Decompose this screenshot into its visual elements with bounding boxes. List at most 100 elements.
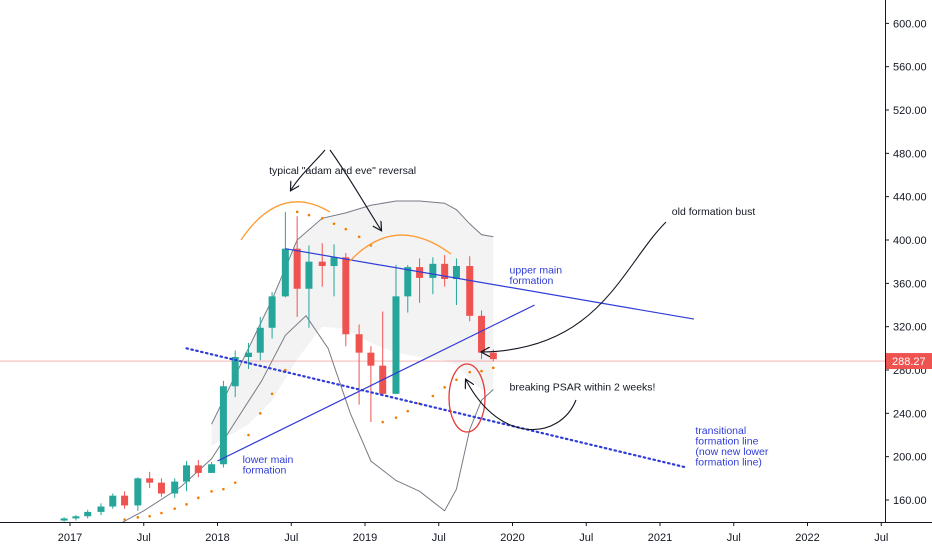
- candle[interactable]: [244, 342, 252, 369]
- trendline-lower-main[interactable]: [217, 304, 535, 462]
- candle[interactable]: [146, 471, 154, 489]
- arrow-eve: [329, 149, 381, 230]
- candle[interactable]: [452, 258, 460, 306]
- candle-body: [318, 261, 326, 267]
- candle-body: [219, 386, 227, 465]
- candle[interactable]: [342, 253, 350, 347]
- annotation-transitional: transitional formation line (now new lower…: [695, 425, 768, 469]
- psar-dot: [320, 217, 324, 220]
- candle[interactable]: [97, 503, 105, 516]
- candle[interactable]: [367, 346, 375, 423]
- candle-body: [367, 352, 375, 366]
- candle-body: [355, 334, 363, 353]
- candle-body: [157, 482, 165, 494]
- arrow-psar-break: [466, 380, 577, 430]
- y-tick-label: 160.00: [893, 495, 927, 507]
- candle[interactable]: [392, 264, 400, 394]
- candle[interactable]: [293, 216, 301, 317]
- candle[interactable]: [109, 493, 117, 509]
- psar-dot: [160, 511, 163, 515]
- candle[interactable]: [305, 245, 313, 328]
- candle[interactable]: [318, 243, 326, 287]
- candle[interactable]: [330, 244, 338, 297]
- candle-body: [183, 465, 191, 482]
- y-tick-label: 440.00: [893, 192, 927, 204]
- current-price-label: 288.27: [886, 353, 932, 370]
- candle[interactable]: [134, 477, 142, 511]
- candle[interactable]: [84, 509, 92, 519]
- y-tick-label: 400.00: [893, 235, 927, 247]
- candle[interactable]: [416, 258, 424, 303]
- candle-body: [441, 263, 449, 280]
- candle[interactable]: [429, 257, 437, 295]
- annotation-adam-eve: typical "adam and eve" reversal: [269, 165, 416, 177]
- current-price-text: 288.27: [892, 356, 926, 368]
- candle[interactable]: [404, 264, 412, 313]
- psar-dot: [344, 227, 348, 231]
- candle[interactable]: [157, 478, 165, 497]
- candle-body: [305, 261, 313, 289]
- psar-dot: [406, 409, 410, 413]
- x-tick-label: Jul: [432, 532, 446, 544]
- candle[interactable]: [121, 491, 129, 509]
- candle[interactable]: [219, 380, 227, 468]
- psar-dot: [197, 496, 200, 500]
- psar-dot: [381, 420, 385, 424]
- psar-dot: [173, 507, 177, 510]
- candle[interactable]: [183, 461, 191, 492]
- psar-dot: [480, 369, 483, 373]
- candle[interactable]: [72, 515, 80, 521]
- candle-body: [60, 518, 68, 521]
- candle-body: [84, 511, 92, 517]
- candle[interactable]: [256, 316, 264, 361]
- candle[interactable]: [466, 256, 474, 322]
- psar-dot: [431, 394, 435, 398]
- annotation-old-bust: old formation bust: [672, 206, 756, 218]
- candle[interactable]: [194, 459, 202, 478]
- psar-break-circle: [448, 363, 486, 433]
- y-tick-label: 240.00: [893, 408, 927, 420]
- candle-body: [452, 266, 460, 280]
- candle-body: [392, 296, 400, 394]
- candle[interactable]: [171, 478, 179, 498]
- x-tick-label: Jul: [579, 532, 593, 544]
- candle-body: [281, 248, 289, 297]
- y-tick-label: 200.00: [893, 452, 927, 464]
- candle-body: [231, 357, 239, 387]
- y-tick-label: 480.00: [893, 148, 927, 160]
- arrow-adam: [291, 149, 326, 190]
- x-tick-label: Jul: [874, 532, 888, 544]
- eve-arc: [349, 234, 452, 262]
- y-tick-label: 560.00: [893, 62, 927, 74]
- psar-dot: [123, 518, 126, 521]
- psar-dot: [357, 235, 361, 239]
- psar-dot: [394, 416, 398, 419]
- band-fill: [211, 201, 494, 446]
- annotation-upper-main: upper main formation: [510, 265, 563, 288]
- plot-area: typical "adam and eve" reversal old forma…: [0, 149, 885, 522]
- candle-body: [416, 267, 424, 278]
- trendline-upper-main[interactable]: [285, 248, 695, 320]
- candle[interactable]: [281, 211, 289, 298]
- band-lower-line: [121, 315, 494, 522]
- candle-body: [466, 266, 474, 316]
- psar-dot: [185, 503, 188, 506]
- candle[interactable]: [231, 350, 239, 398]
- annotation-psar-break: breaking PSAR within 2 weeks!: [510, 382, 656, 394]
- candle[interactable]: [208, 462, 216, 473]
- psar-dot: [210, 490, 213, 493]
- trendline-transitional[interactable]: [185, 347, 688, 469]
- psar-dot: [247, 433, 250, 437]
- x-tick-label: Jul: [727, 532, 741, 544]
- candle-body: [256, 327, 264, 353]
- psar-dot: [443, 386, 446, 389]
- band-upper-line: [211, 200, 494, 425]
- candle[interactable]: [60, 517, 68, 522]
- y-tick-label: 320.00: [893, 322, 927, 334]
- candle[interactable]: [441, 255, 449, 287]
- candle-body: [404, 267, 412, 297]
- candle-body: [134, 478, 142, 506]
- x-tick-label: 2022: [795, 532, 819, 544]
- candle[interactable]: [268, 292, 276, 339]
